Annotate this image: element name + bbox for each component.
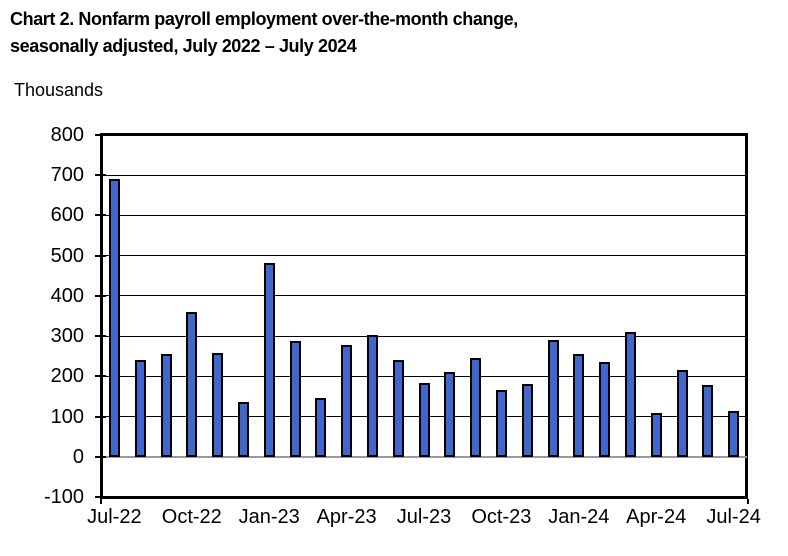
chart-title-line2: seasonally adjusted, July 2022 – July 20… [10, 36, 357, 56]
gridline-400 [101, 295, 747, 297]
bar-Jul-24 [728, 410, 740, 457]
y-axis-tick-200 [95, 375, 106, 378]
y-axis-unit-label: Thousands [14, 80, 104, 100]
y-axis-label-300: 300 [50, 325, 84, 348]
y-axis-label-400: 400 [50, 284, 84, 307]
bar-Sep-22 [160, 354, 172, 457]
bar-Jan-24 [573, 353, 585, 457]
bar-Mar-23 [315, 398, 327, 457]
x-axis-label-Apr-23: Apr-23 [316, 506, 377, 528]
y-axis-tick-600 [95, 214, 106, 217]
bar-Jul-23 [418, 382, 430, 457]
chart-title: Chart 2. Nonfarm payroll employment over… [10, 6, 774, 60]
y-axis-tick-0 [95, 455, 106, 458]
gridline-600 [101, 214, 747, 216]
chart-title-line1: Chart 2. Nonfarm payroll employment over… [10, 9, 518, 29]
gridline-500 [101, 255, 747, 257]
x-axis-labels: Jul-22 Oct-22 Jan-23 Apr-23 Jul-23 Oct-23 Jan-… [87, 506, 761, 532]
x-axis-label-Oct-22: Oct-22 [161, 506, 222, 528]
bar-Nov-22 [212, 353, 224, 457]
bar-May-23 [366, 334, 378, 457]
bar-Feb-23 [289, 341, 301, 457]
bar-Apr-24 [650, 413, 662, 457]
x-axis-label-Oct-23: Oct-23 [471, 506, 532, 528]
x-axis-tick-left [99, 499, 102, 504]
bar-Jan-23 [263, 262, 275, 457]
bar-Mar-24 [624, 332, 636, 457]
x-axis-label-Jul-22: Jul-22 [87, 506, 142, 528]
x-axis-label-Apr-24: Apr-24 [626, 506, 687, 528]
bar-Nov-23 [521, 383, 533, 457]
y-axis-label-600: 600 [50, 204, 84, 227]
y-axis-label-200: 200 [50, 365, 84, 388]
y-axis-tick-700 [95, 174, 106, 177]
y-axis-tick-500 [95, 254, 106, 257]
y-axis-labels: 800 700 600 500 400 300 200 100 0 -100 [0, 0, 92, 556]
bar-Jul-22 [108, 179, 120, 457]
y-axis-tick--100 [95, 496, 106, 498]
x-axis-label-Jul-24: Jul-24 [706, 506, 761, 528]
y-axis-label-100: 100 [50, 405, 84, 428]
y-axis-label-500: 500 [50, 244, 84, 267]
plot-area [101, 135, 747, 497]
y-axis-label-700: 700 [50, 164, 84, 187]
bar-Apr-23 [341, 344, 353, 457]
zero-line [101, 455, 747, 458]
bar-Jun-23 [392, 360, 404, 457]
bar-Aug-22 [134, 360, 146, 457]
bar-Feb-24 [599, 361, 611, 457]
bar-Aug-23 [444, 372, 456, 457]
bar-Oct-23 [495, 390, 507, 457]
y-axis-label--100: -100 [43, 486, 84, 508]
x-axis-label-Jul-23: Jul-23 [396, 506, 452, 528]
bar-Sep-23 [470, 357, 482, 457]
bar-Dec-23 [547, 340, 559, 457]
x-axis-tick-right [746, 499, 749, 504]
x-axis-label-Jan-24: Jan-24 [548, 506, 610, 528]
y-axis-tick-300 [95, 335, 106, 338]
gridline-200 [101, 375, 747, 377]
gridline-700 [101, 174, 747, 176]
bar-Dec-22 [237, 402, 249, 457]
gridline-300 [101, 335, 747, 337]
y-axis-tick-800 [95, 134, 106, 136]
bar-May-24 [676, 369, 688, 457]
y-axis-tick-100 [95, 415, 106, 418]
bar-Jun-24 [702, 384, 714, 457]
x-axis-label-Jan-23: Jan-23 [238, 506, 300, 528]
y-axis-tick-400 [95, 294, 106, 297]
y-axis-label-800: 800 [50, 124, 84, 146]
bar-Oct-22 [186, 311, 198, 457]
y-axis-label-0: 0 [72, 445, 84, 468]
plot-border [100, 133, 748, 499]
